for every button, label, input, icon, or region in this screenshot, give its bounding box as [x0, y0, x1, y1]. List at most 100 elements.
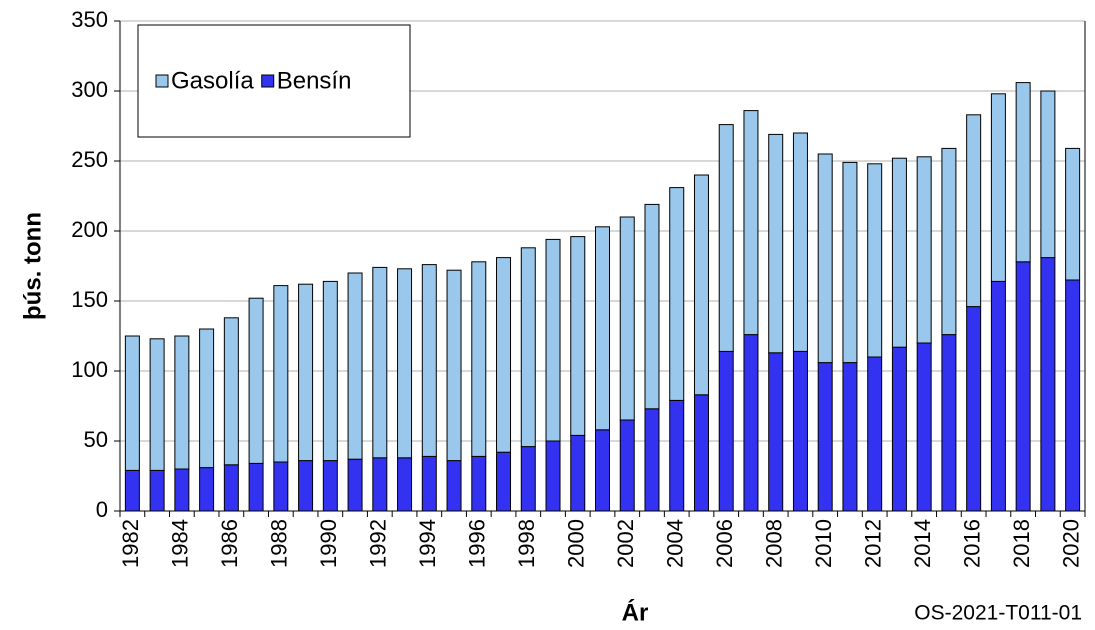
bar-segment	[174, 335, 190, 470]
bar-segment	[595, 226, 610, 431]
x-tick-label: 2016	[959, 519, 984, 568]
bar-segment	[619, 419, 635, 512]
x-tick-label: 2014	[910, 519, 935, 568]
bar-segment	[842, 161, 858, 364]
bar-segment	[1040, 257, 1056, 512]
bar-segment	[223, 464, 239, 512]
bar-segment	[496, 451, 512, 512]
bar-segment	[347, 272, 363, 460]
bar-segment	[124, 335, 140, 471]
x-tick-label: 2020	[1058, 519, 1083, 568]
bar-segment	[496, 257, 512, 453]
bar-segment	[842, 362, 858, 512]
x-tick-label: 1998	[514, 519, 539, 568]
bar-segment	[570, 434, 586, 512]
bar-segment	[149, 469, 165, 512]
bar-segment	[570, 236, 586, 436]
legend-label: Gasolía	[171, 67, 254, 94]
bar-segment	[990, 280, 1006, 512]
x-tick-label: 1996	[465, 519, 490, 568]
bar-segment	[322, 280, 338, 462]
bar-segment	[1065, 279, 1081, 512]
x-tick-label: 1994	[415, 519, 440, 568]
bar-segment	[619, 216, 635, 421]
bar-segment	[817, 153, 833, 364]
bar-segment	[941, 334, 957, 512]
bar-segment	[124, 469, 140, 512]
bar-segment	[471, 455, 487, 512]
y-tick-label: 250	[71, 147, 108, 172]
bar-segment	[768, 133, 784, 354]
bar-segment	[298, 460, 314, 512]
bar-segment	[891, 157, 907, 348]
legend-swatch	[261, 74, 275, 88]
bar-segment	[768, 352, 784, 512]
bar-segment	[966, 306, 982, 512]
bar-segment	[248, 462, 264, 512]
bar-segment	[867, 356, 883, 512]
y-tick-label: 200	[71, 217, 108, 242]
x-tick-label: 2002	[613, 519, 638, 568]
y-tick-label: 0	[96, 497, 108, 522]
bar-segment	[693, 174, 709, 396]
legend-label: Bensín	[277, 67, 352, 94]
bar-segment	[1015, 261, 1031, 512]
bar-segment	[718, 350, 734, 512]
bar-segment	[1015, 82, 1031, 263]
x-tick-label: 1988	[267, 519, 292, 568]
bar-segment	[397, 268, 413, 459]
bar-segment	[817, 362, 833, 512]
bar-segment	[446, 460, 462, 512]
x-tick-label: 1982	[118, 519, 143, 568]
bar-segment	[421, 455, 437, 512]
bar-segment	[520, 446, 536, 512]
bar-segment	[891, 346, 907, 512]
x-tick-label: 2004	[663, 519, 688, 568]
x-tick-label: 2012	[860, 519, 885, 568]
y-tick-label: 100	[71, 357, 108, 382]
x-tick-label: 2008	[762, 519, 787, 568]
bar-segment	[743, 334, 759, 512]
bar-segment	[693, 394, 709, 512]
y-axis-label: þús. tonn	[19, 212, 46, 320]
bar-segment	[471, 261, 487, 457]
bar-segment	[595, 429, 610, 512]
x-tick-label: 2018	[1009, 519, 1034, 568]
bar-segment	[916, 342, 932, 512]
bar-segment	[347, 458, 363, 512]
bar-segment	[743, 110, 759, 336]
x-tick-label: 2006	[712, 519, 737, 568]
bar-segment	[644, 203, 660, 410]
bar-segment	[966, 114, 982, 308]
x-tick-label: 1992	[366, 519, 391, 568]
bar-segment	[421, 264, 437, 457]
x-tick-label: 2000	[564, 519, 589, 568]
bar-segment	[273, 461, 289, 512]
x-tick-label: 1984	[168, 519, 193, 568]
bar-segment	[298, 283, 314, 462]
y-tick-label: 300	[71, 77, 108, 102]
bar-segment	[718, 124, 734, 352]
bar-segment	[199, 467, 215, 512]
bar-segment	[792, 350, 808, 512]
bar-segment	[520, 247, 536, 448]
annotation: OS-2021-T011-01	[914, 602, 1082, 625]
y-tick-label: 50	[84, 427, 108, 452]
legend-swatch	[155, 74, 169, 88]
x-tick-label: 1986	[217, 519, 242, 568]
bar-segment	[792, 132, 808, 352]
bar-segment	[372, 457, 388, 512]
x-axis-label: Ár	[622, 598, 649, 626]
bar-segment	[669, 187, 685, 401]
bar-segment	[372, 266, 388, 459]
y-tick-label: 350	[71, 7, 108, 32]
bar-segment	[273, 285, 289, 463]
bar-segment	[545, 440, 561, 512]
bar-segment	[223, 317, 239, 466]
bar-segment	[644, 408, 660, 512]
bar-segment	[669, 399, 685, 512]
x-tick-label: 2010	[811, 519, 836, 568]
bar-segment	[149, 338, 165, 471]
x-tick-label: 1990	[316, 519, 341, 568]
